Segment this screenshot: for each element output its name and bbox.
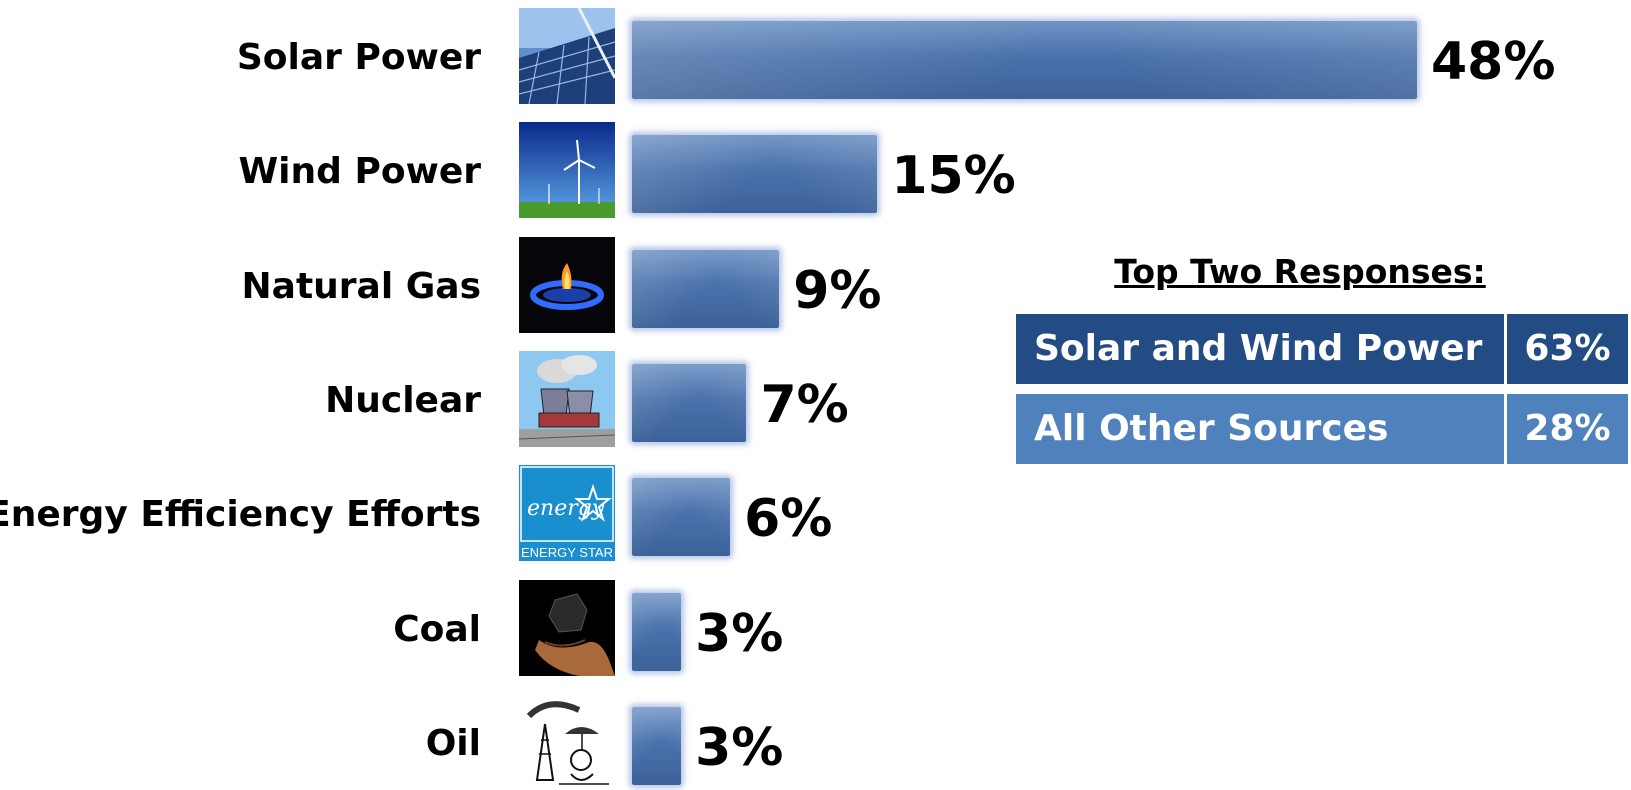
value-label-energy-efficiency-efforts: 6% (744, 489, 833, 550)
solar-panel-icon (519, 8, 615, 104)
value-label-oil: 3% (695, 717, 784, 778)
category-label-solar-power: Solar Power (236, 37, 481, 78)
summary-row-label: All Other Sources (1016, 394, 1504, 464)
bar-oil (632, 706, 682, 785)
bar-natural-gas (632, 249, 780, 328)
category-label-energy-efficiency-efforts: Energy Efficiency Efforts (0, 494, 481, 536)
value-label-solar-power: 48% (1431, 32, 1556, 92)
bar-solar-power (632, 21, 1417, 99)
category-label-nuclear: Nuclear (325, 379, 481, 421)
oil-derrick-icon (519, 693, 615, 790)
coal-hand-icon (519, 579, 615, 676)
energy-star-script: energy (527, 496, 605, 521)
summary-row-value: 28% (1507, 394, 1628, 464)
value-label-natural-gas: 9% (793, 260, 882, 321)
category-label-wind-power: Wind Power (238, 151, 481, 193)
energy-star-icon: energy ENERGY STAR (519, 465, 615, 562)
nuclear-plant-icon (519, 350, 615, 447)
value-label-nuclear: 7% (760, 374, 849, 435)
bar-wind-power (632, 135, 878, 214)
value-label-coal: 3% (695, 603, 784, 664)
category-label-oil: Oil (425, 722, 481, 764)
energy-star-text: ENERGY STAR (521, 545, 613, 560)
gas-flame-icon (519, 236, 615, 333)
wind-turbine-icon (519, 122, 615, 219)
bar-energy-efficiency-efforts (632, 478, 731, 557)
category-label-natural-gas: Natural Gas (241, 265, 481, 307)
summary-row-label: Solar and Wind Power (1016, 314, 1504, 384)
summary-title: Top Two Responses: (1114, 252, 1486, 291)
summary-row-value: 63% (1507, 314, 1628, 384)
summary-row-other: All Other Sources 28% (1016, 394, 1628, 464)
bar-nuclear (632, 363, 747, 442)
summary-row-solar-wind: Solar and Wind Power 63% (1016, 314, 1628, 384)
category-label-coal: Coal (393, 608, 481, 650)
value-label-wind-power: 15% (891, 146, 1016, 207)
bar-coal (632, 592, 682, 671)
